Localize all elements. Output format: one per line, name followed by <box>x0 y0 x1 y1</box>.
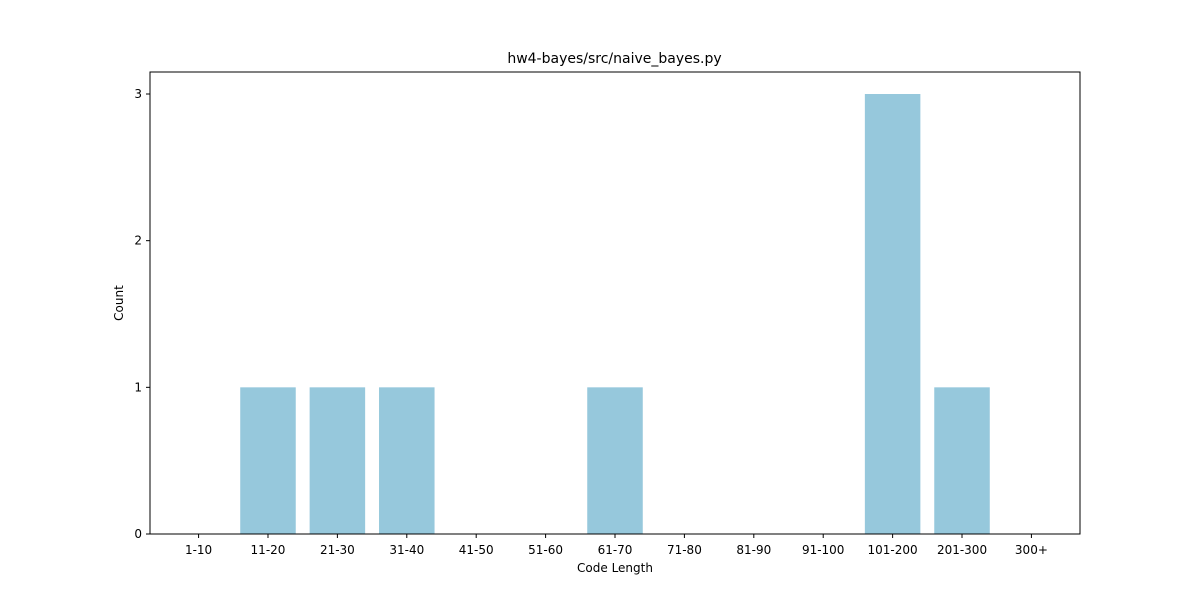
x-tick-label: 201-300 <box>937 543 987 557</box>
y-tick-label: 1 <box>134 380 142 394</box>
x-tick-label: 71-80 <box>667 543 702 557</box>
x-tick-label: 41-50 <box>459 543 494 557</box>
x-tick-label: 51-60 <box>528 543 563 557</box>
x-tick-label: 81-90 <box>736 543 771 557</box>
x-tick-label: 101-200 <box>868 543 918 557</box>
y-axis-ticks: 0 1 2 3 <box>134 87 150 541</box>
x-tick-label: 300+ <box>1015 543 1048 557</box>
y-tick-label: 2 <box>134 234 142 248</box>
x-tick-label: 31-40 <box>389 543 424 557</box>
x-axis-title: Code Length <box>577 561 653 575</box>
x-tick-label: 1-10 <box>185 543 212 557</box>
bars <box>240 94 990 534</box>
x-tick-label: 11-20 <box>251 543 286 557</box>
bar-11-20 <box>240 387 296 534</box>
x-tick-label: 91-100 <box>802 543 845 557</box>
x-tick-label: 61-70 <box>598 543 633 557</box>
bar-201-300 <box>934 387 990 534</box>
x-axis-ticks: 1-10 11-20 21-30 31-40 41-50 51-60 61-70 71-80 8… <box>185 534 1048 557</box>
chart-title: hw4-bayes/src/naive_bayes.py <box>507 51 721 67</box>
bar-31-40 <box>379 387 435 534</box>
bar-21-30 <box>309 387 366 534</box>
y-tick-label: 0 <box>134 527 142 541</box>
x-tick-label: 21-30 <box>320 543 355 557</box>
y-tick-label: 3 <box>134 87 142 101</box>
y-axis-title: Count <box>112 285 126 321</box>
bar-61-70 <box>587 387 643 534</box>
bar-101-200 <box>864 94 921 534</box>
